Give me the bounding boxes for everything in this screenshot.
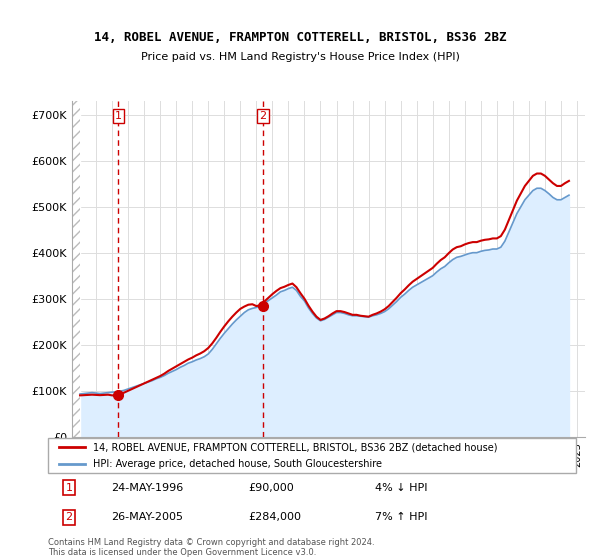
Text: 2: 2	[65, 512, 73, 522]
Bar	[72, 101, 80, 437]
Text: 24-MAY-1996: 24-MAY-1996	[112, 483, 184, 493]
Text: 4% ↓ HPI: 4% ↓ HPI	[376, 483, 428, 493]
Text: Price paid vs. HM Land Registry's House Price Index (HPI): Price paid vs. HM Land Registry's House …	[140, 52, 460, 62]
Text: 26-MAY-2005: 26-MAY-2005	[112, 512, 184, 522]
Text: £90,000: £90,000	[248, 483, 295, 493]
Text: 2: 2	[259, 111, 266, 121]
Text: £284,000: £284,000	[248, 512, 302, 522]
Text: 7% ↑ HPI: 7% ↑ HPI	[376, 512, 428, 522]
Text: 1: 1	[65, 483, 73, 493]
Bar	[72, 101, 80, 437]
FancyBboxPatch shape	[48, 438, 576, 473]
Text: 1: 1	[115, 111, 122, 121]
Text: 14, ROBEL AVENUE, FRAMPTON COTTERELL, BRISTOL, BS36 2BZ: 14, ROBEL AVENUE, FRAMPTON COTTERELL, BR…	[94, 31, 506, 44]
Text: 14, ROBEL AVENUE, FRAMPTON COTTERELL, BRISTOL, BS36 2BZ (detached house): 14, ROBEL AVENUE, FRAMPTON COTTERELL, BR…	[93, 442, 497, 452]
Text: Contains HM Land Registry data © Crown copyright and database right 2024.
This d: Contains HM Land Registry data © Crown c…	[48, 538, 374, 557]
Text: HPI: Average price, detached house, South Gloucestershire: HPI: Average price, detached house, Sout…	[93, 459, 382, 469]
